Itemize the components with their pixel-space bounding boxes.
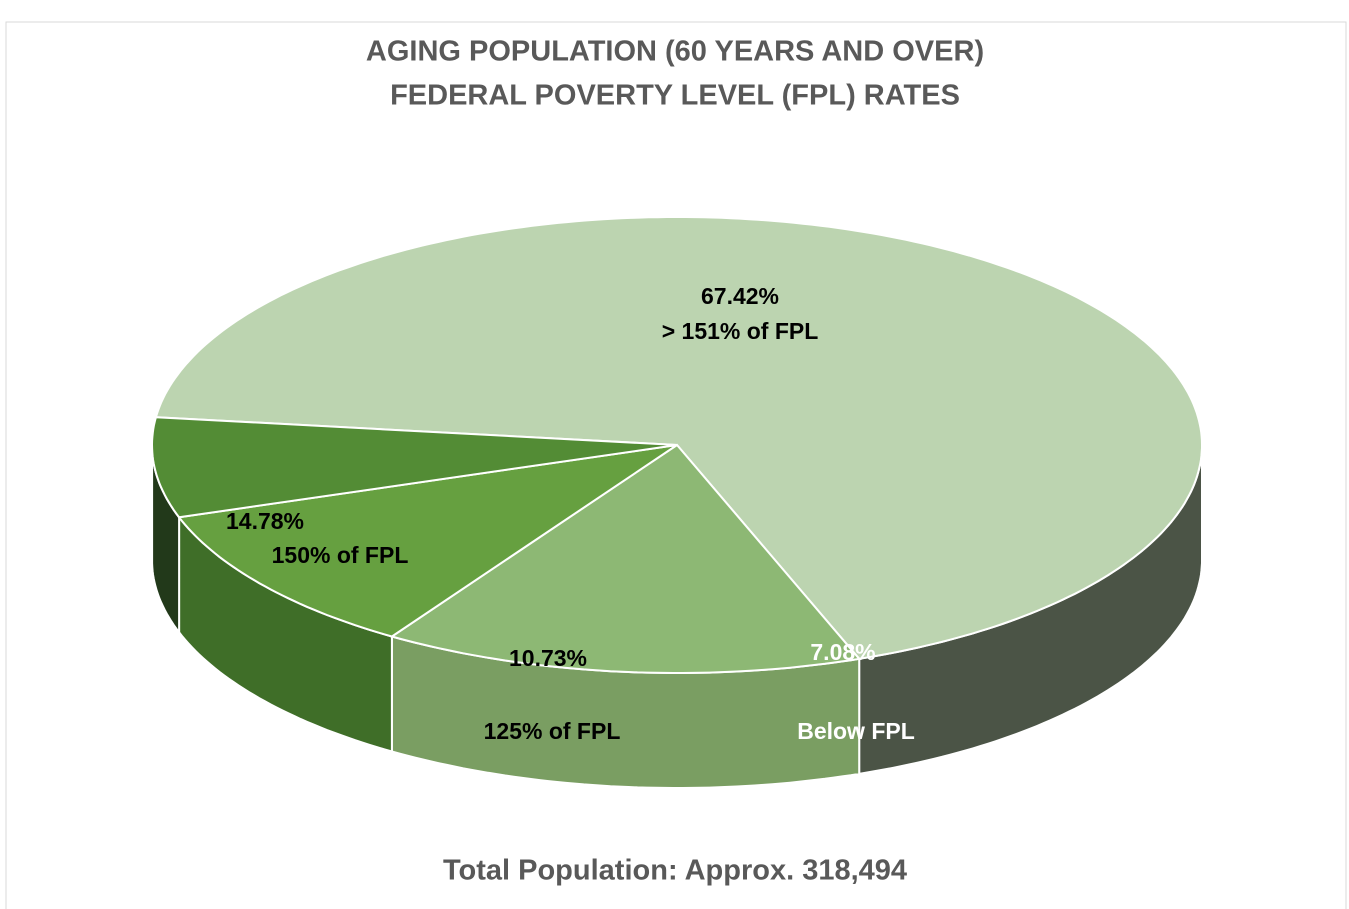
- data-label: 14.78%: [226, 508, 304, 534]
- chart-title: FEDERAL POVERTY LEVEL (FPL) RATES: [390, 80, 960, 112]
- data-label: 10.73%: [509, 645, 587, 671]
- category-label: 125% of FPL: [484, 718, 621, 744]
- annotation: Total Population: Approx. 318,494: [443, 855, 907, 887]
- pie-slice: [154, 216, 1203, 660]
- chart-title: AGING POPULATION (60 YEARS AND OVER): [366, 36, 984, 68]
- pie-slice: [389, 443, 862, 674]
- category-label: 150% of FPL: [272, 542, 409, 568]
- category-label: Below FPL: [797, 718, 915, 744]
- category-label: > 151% of FPL: [662, 318, 819, 344]
- data-label: 7.08%: [810, 639, 875, 665]
- pie-slice: [150, 416, 678, 519]
- pie-slice: [177, 444, 678, 638]
- data-label: 67.42%: [701, 283, 779, 309]
